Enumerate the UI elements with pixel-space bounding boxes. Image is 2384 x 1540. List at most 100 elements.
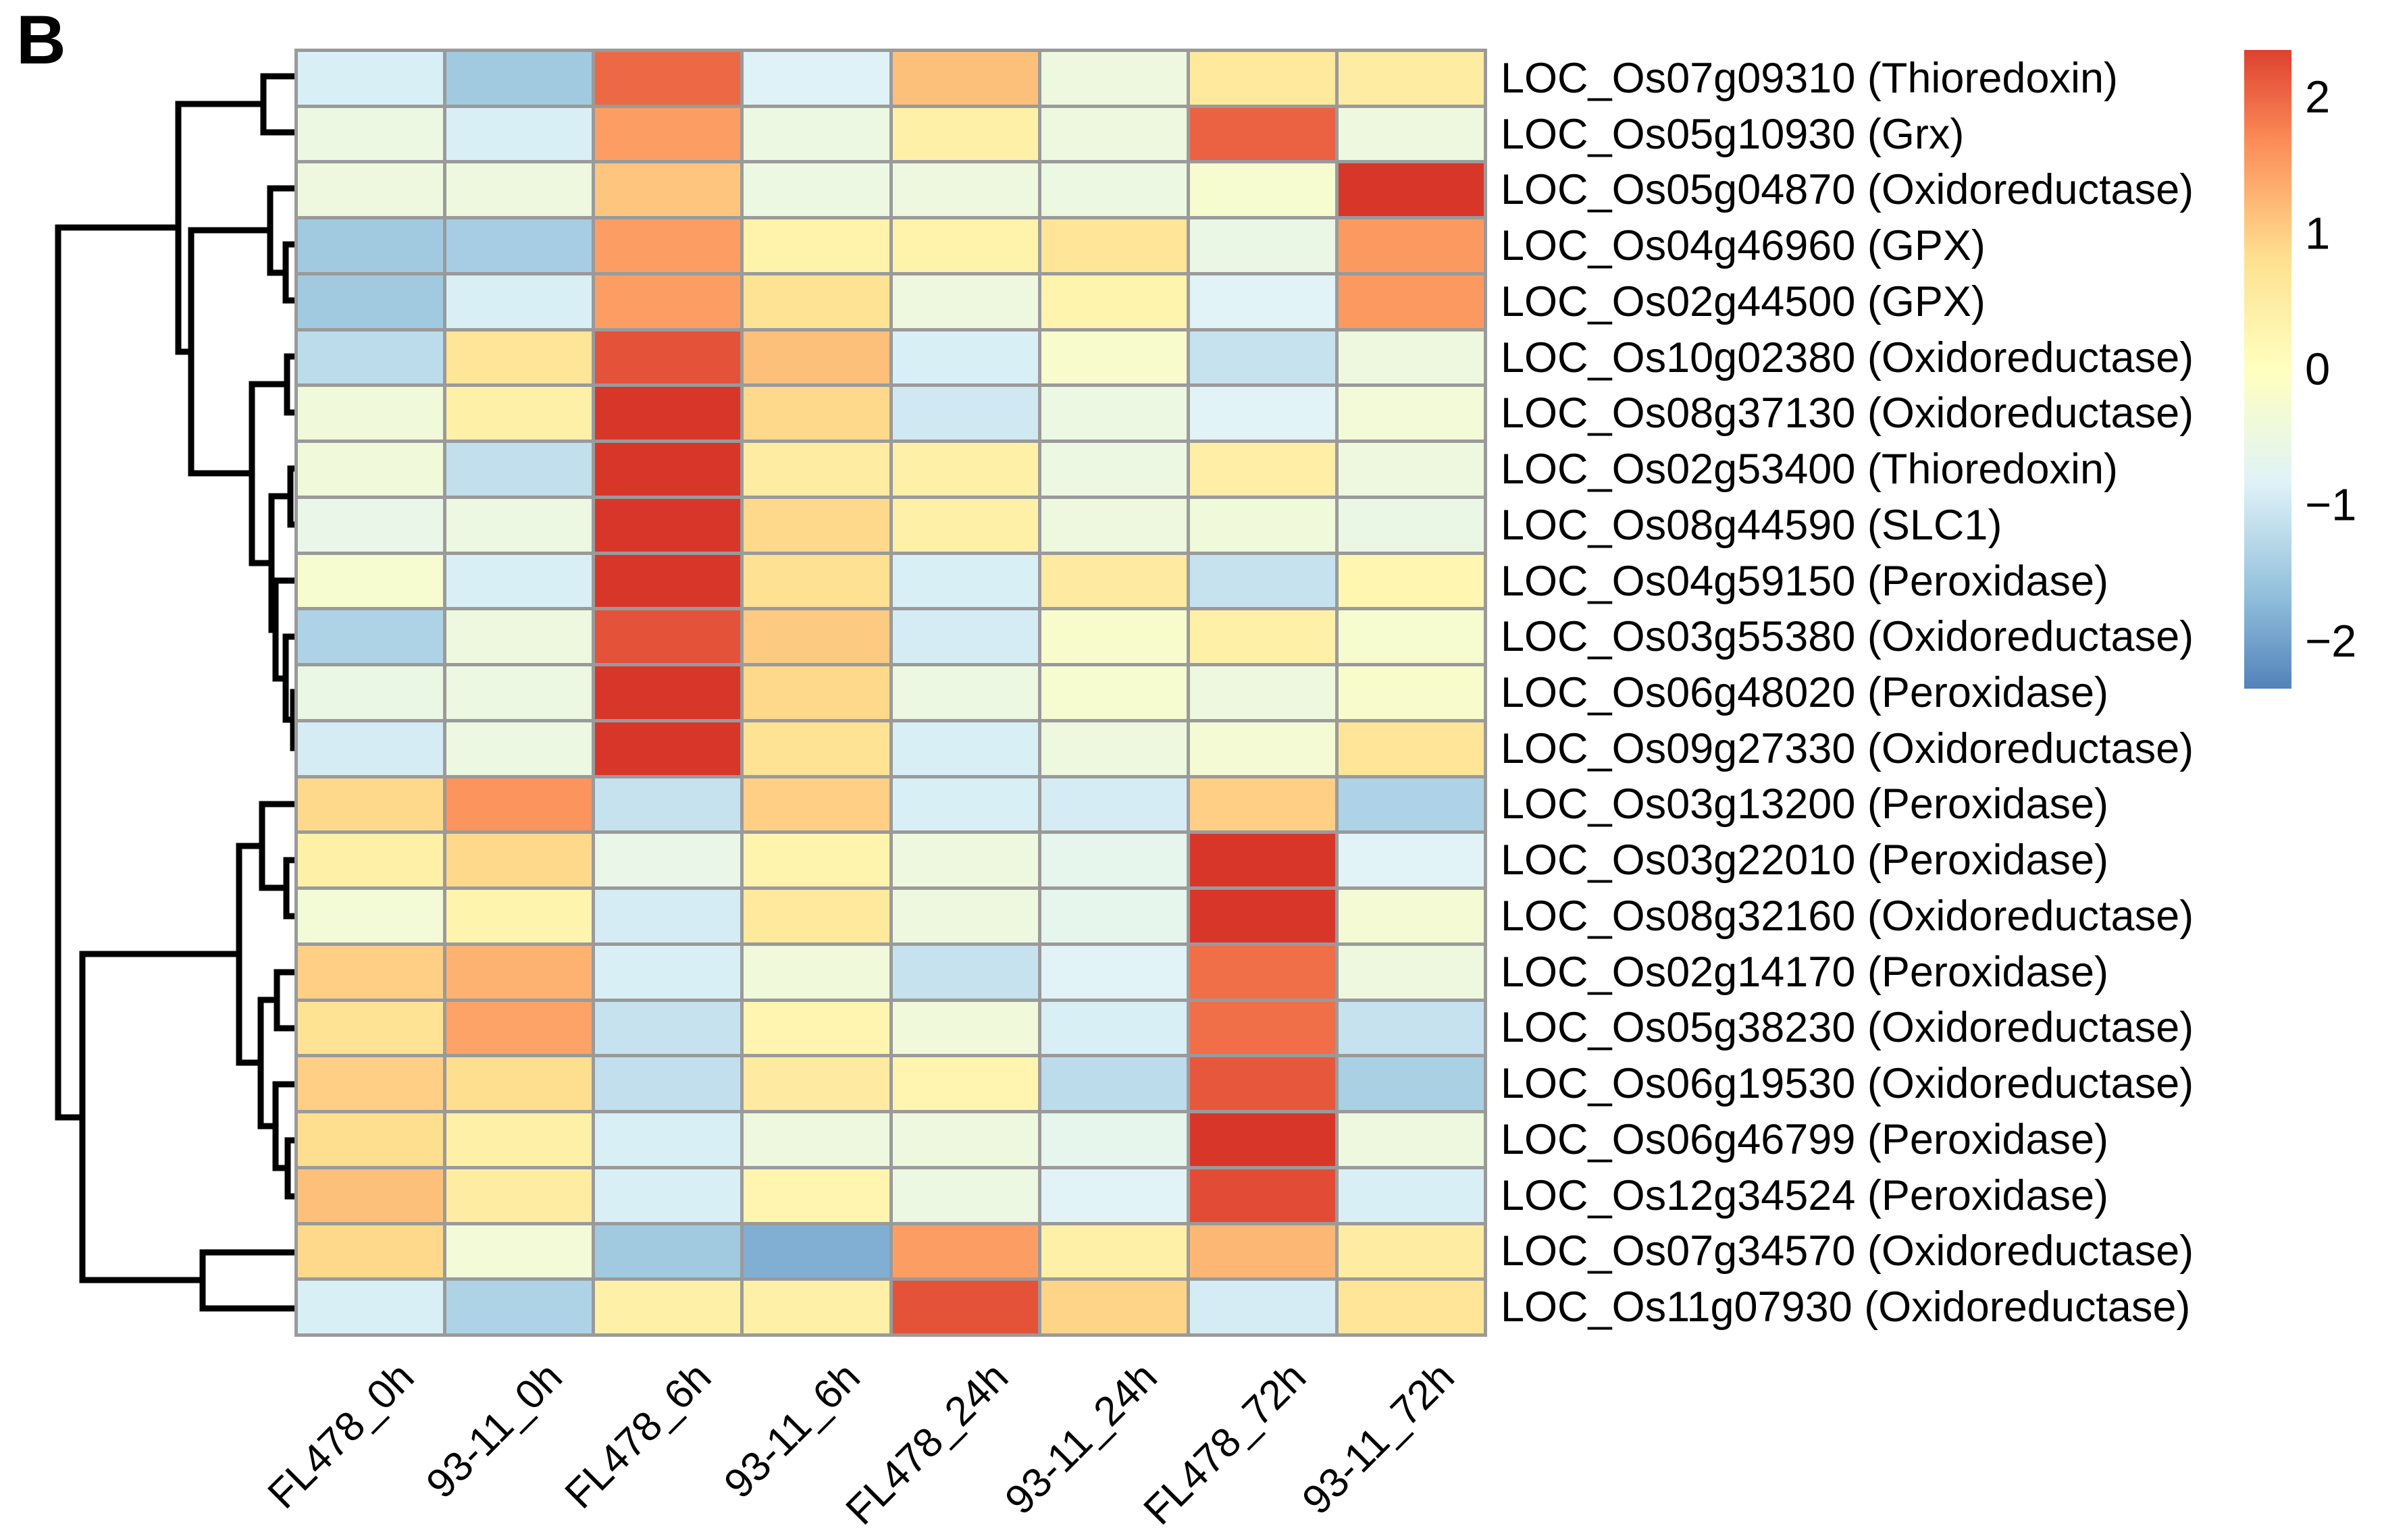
heatmap-cell bbox=[1041, 610, 1187, 664]
heatmap-cell bbox=[298, 1169, 444, 1222]
heatmap-cell bbox=[298, 554, 444, 608]
heatmap-cell bbox=[595, 945, 741, 999]
row-label: LOC_Os07g34570 (Oxidoreductase) bbox=[1501, 1227, 2194, 1275]
row-label: LOC_Os08g32160 (Oxidoreductase) bbox=[1501, 892, 2194, 940]
heatmap-cell bbox=[595, 722, 741, 775]
row-label: LOC_Os08g44590 (SLC1) bbox=[1501, 501, 2002, 549]
heatmap-cell bbox=[744, 610, 889, 664]
row-label: LOC_Os05g38230 (Oxidoreductase) bbox=[1501, 1004, 2194, 1052]
heatmap-cell bbox=[1041, 52, 1187, 105]
heatmap-cell bbox=[1041, 666, 1187, 719]
heatmap-cell bbox=[892, 1113, 1038, 1166]
heatmap-cell bbox=[1189, 498, 1335, 552]
heatmap-cell bbox=[892, 331, 1038, 384]
heatmap-cell bbox=[1041, 498, 1187, 552]
row-label: LOC_Os08g37130 (Oxidoreductase) bbox=[1501, 390, 2194, 437]
heatmap-cell bbox=[595, 890, 741, 942]
heatmap-cell bbox=[298, 498, 444, 552]
heatmap-cell bbox=[298, 107, 444, 161]
heatmap-cell bbox=[595, 163, 741, 217]
heatmap-cell bbox=[595, 554, 741, 608]
heatmap-cell bbox=[1189, 387, 1335, 440]
heatmap-cell bbox=[446, 554, 592, 608]
heatmap-cell bbox=[892, 945, 1038, 999]
heatmap-cell bbox=[892, 722, 1038, 775]
heatmap-cell bbox=[1338, 331, 1484, 384]
heatmap-cell bbox=[595, 107, 741, 161]
heatmap-cell bbox=[892, 610, 1038, 664]
panel-label: B bbox=[16, 1, 66, 78]
heatmap-cell bbox=[595, 1057, 741, 1111]
heatmap-cell bbox=[744, 1113, 889, 1166]
heatmap-cell bbox=[1338, 890, 1484, 942]
heatmap-cell bbox=[744, 778, 889, 831]
heatmap-cell bbox=[1189, 1225, 1335, 1278]
heatmap-cell bbox=[1338, 387, 1484, 440]
heatmap-cell bbox=[1041, 834, 1187, 887]
heatmap-cell bbox=[892, 107, 1038, 161]
heatmap-cell bbox=[1338, 275, 1484, 328]
heatmap-cell bbox=[298, 275, 444, 328]
row-label: LOC_Os06g19530 (Oxidoreductase) bbox=[1501, 1060, 2194, 1108]
heatmap-cell bbox=[744, 1281, 889, 1333]
heatmap-cell bbox=[1041, 1225, 1187, 1278]
row-label: LOC_Os03g55380 (Oxidoreductase) bbox=[1501, 613, 2194, 661]
heatmap-cell bbox=[1189, 1113, 1335, 1166]
heatmap-cell bbox=[744, 275, 889, 328]
heatmap-cell bbox=[744, 387, 889, 440]
heatmap-cell bbox=[298, 722, 444, 775]
heatmap-cell bbox=[595, 387, 741, 440]
heatmap-grid bbox=[294, 49, 1487, 1337]
heatmap-cell bbox=[1041, 945, 1187, 999]
heatmap-cell bbox=[1041, 107, 1187, 161]
heatmap-cell bbox=[892, 387, 1038, 440]
heatmap-cell bbox=[298, 1281, 444, 1333]
heatmap-cell bbox=[1338, 1113, 1484, 1166]
row-label: LOC_Os02g53400 (Thioredoxin) bbox=[1501, 446, 2119, 494]
heatmap-cell bbox=[1189, 610, 1335, 664]
heatmap-cell bbox=[1338, 163, 1484, 217]
colorbar-tick-label: 0 bbox=[2305, 344, 2331, 395]
heatmap-cell bbox=[446, 945, 592, 999]
heatmap-cell bbox=[446, 387, 592, 440]
row-label: LOC_Os07g09310 (Thioredoxin) bbox=[1501, 54, 2119, 102]
heatmap-cell bbox=[298, 1057, 444, 1111]
heatmap-cell bbox=[1189, 219, 1335, 272]
heatmap-cell bbox=[1189, 945, 1335, 999]
heatmap-cell bbox=[1189, 331, 1335, 384]
heatmap-cell bbox=[892, 834, 1038, 887]
heatmap-cell bbox=[892, 778, 1038, 831]
heatmap-cell bbox=[1338, 778, 1484, 831]
heatmap-cell bbox=[1189, 1001, 1335, 1055]
heatmap-cell bbox=[1041, 1281, 1187, 1333]
heatmap-cell bbox=[744, 52, 889, 105]
heatmap-cell bbox=[595, 498, 741, 552]
heatmap-cell bbox=[1041, 443, 1187, 496]
heatmap-cell bbox=[595, 219, 741, 272]
heatmap-cell bbox=[892, 890, 1038, 942]
row-label: LOC_Os10g02380 (Oxidoreductase) bbox=[1501, 334, 2194, 381]
row-label: LOC_Os02g14170 (Peroxidase) bbox=[1501, 948, 2109, 996]
heatmap-cell bbox=[744, 219, 889, 272]
heatmap-cell bbox=[1041, 1169, 1187, 1222]
heatmap-cell bbox=[1189, 275, 1335, 328]
heatmap-cell bbox=[298, 1225, 444, 1278]
heatmap-cell bbox=[1189, 666, 1335, 719]
heatmap-cell bbox=[595, 778, 741, 831]
heatmap-cell bbox=[595, 331, 741, 384]
heatmap-cell bbox=[1041, 778, 1187, 831]
heatmap-cell bbox=[744, 498, 889, 552]
heatmap-cell bbox=[298, 945, 444, 999]
heatmap-cell bbox=[1338, 52, 1484, 105]
heatmap-cell bbox=[744, 1001, 889, 1055]
heatmap-cell bbox=[298, 1001, 444, 1055]
heatmap-cell bbox=[446, 163, 592, 217]
heatmap-cell bbox=[892, 443, 1038, 496]
heatmap-cell bbox=[892, 1169, 1038, 1222]
heatmap-cell bbox=[446, 107, 592, 161]
heatmap-cell bbox=[1041, 275, 1187, 328]
colorbar-tick-label: −1 bbox=[2305, 479, 2357, 531]
heatmap-cell bbox=[1189, 554, 1335, 608]
heatmap-cell bbox=[446, 219, 592, 272]
heatmap-cell bbox=[744, 443, 889, 496]
